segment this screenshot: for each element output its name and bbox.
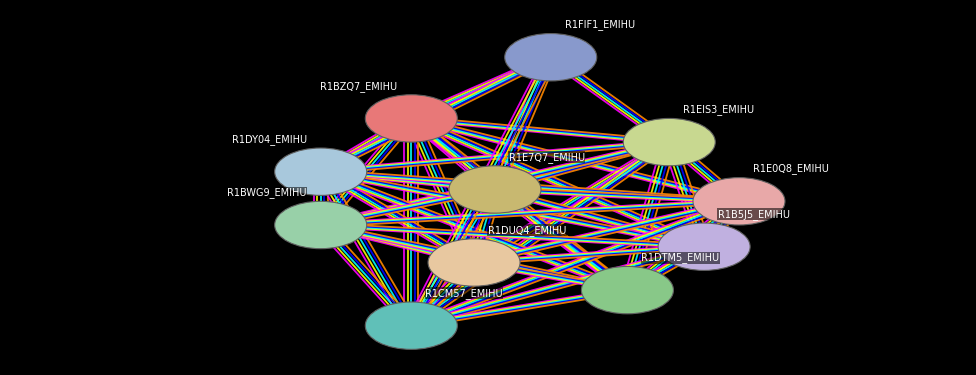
Text: R1DUQ4_EMIHU: R1DUQ4_EMIHU bbox=[488, 225, 566, 236]
Ellipse shape bbox=[365, 302, 458, 350]
Ellipse shape bbox=[582, 267, 673, 314]
Text: R1FIF1_EMIHU: R1FIF1_EMIHU bbox=[564, 20, 634, 30]
Ellipse shape bbox=[449, 166, 541, 213]
Ellipse shape bbox=[693, 178, 785, 225]
Ellipse shape bbox=[624, 118, 715, 166]
Text: R1CM57_EMIHU: R1CM57_EMIHU bbox=[426, 288, 503, 299]
Text: R1EIS3_EMIHU: R1EIS3_EMIHU bbox=[683, 104, 754, 115]
Text: R1DTM5_EMIHU: R1DTM5_EMIHU bbox=[641, 252, 719, 263]
Ellipse shape bbox=[658, 223, 751, 270]
Ellipse shape bbox=[365, 95, 458, 142]
Text: R1E0Q8_EMIHU: R1E0Q8_EMIHU bbox=[752, 164, 829, 174]
Ellipse shape bbox=[505, 33, 596, 81]
Text: R1E7Q7_EMIHU: R1E7Q7_EMIHU bbox=[508, 152, 585, 163]
Ellipse shape bbox=[274, 148, 367, 195]
Text: R1BZQ7_EMIHU: R1BZQ7_EMIHU bbox=[320, 81, 397, 92]
Ellipse shape bbox=[274, 201, 367, 249]
Ellipse shape bbox=[428, 239, 520, 286]
Text: R1BWG9_EMIHU: R1BWG9_EMIHU bbox=[227, 187, 306, 198]
Text: R1DY04_EMIHU: R1DY04_EMIHU bbox=[231, 134, 306, 145]
Text: R1B5J5_EMIHU: R1B5J5_EMIHU bbox=[718, 209, 790, 220]
